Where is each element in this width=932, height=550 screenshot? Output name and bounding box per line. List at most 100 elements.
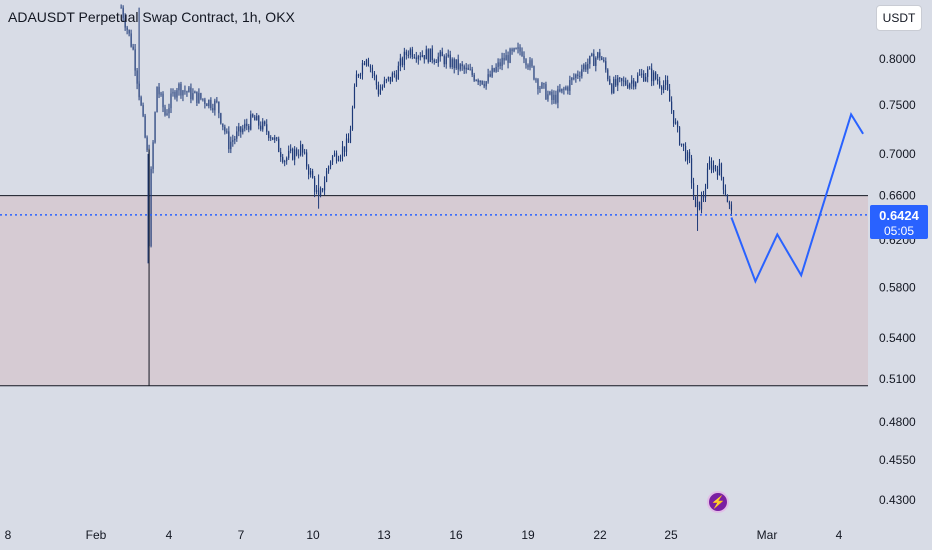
candle-body [587, 63, 589, 70]
candle-body [471, 69, 473, 75]
candle-body [595, 57, 597, 66]
candle-body [371, 67, 374, 74]
candle-body [435, 61, 437, 63]
candle-body [154, 112, 156, 143]
candle-body [533, 66, 535, 80]
candle-body [547, 94, 549, 100]
candle-body [222, 123, 224, 127]
candle-body [543, 83, 545, 85]
candle-body [479, 80, 481, 83]
candle-body [686, 152, 689, 161]
candle-body [409, 49, 411, 55]
candle-body [509, 49, 511, 63]
candle-body [499, 62, 501, 67]
candle-body [439, 51, 441, 57]
candle-body [158, 86, 160, 95]
candle-body [136, 70, 138, 84]
y-tick-label: 0.5400 [879, 331, 916, 345]
candle-body [146, 137, 148, 150]
candle-body [218, 101, 220, 114]
candle-body [130, 33, 132, 47]
candle-body [381, 86, 384, 90]
candle-body [367, 59, 370, 67]
candle-body [623, 80, 625, 82]
candle-body [208, 99, 210, 107]
candle-body [224, 126, 226, 132]
candle-body [529, 60, 531, 68]
candle-body [377, 85, 380, 95]
candle-body [631, 80, 633, 84]
candle-body [182, 90, 184, 96]
candle-body [443, 56, 445, 65]
candle-body [591, 53, 593, 56]
candle-body [573, 77, 575, 79]
candle-body [333, 153, 336, 157]
candle-body [521, 51, 523, 56]
candle-body [160, 93, 162, 95]
candle-body [455, 59, 457, 69]
candle-body [312, 170, 314, 179]
candle-body [579, 75, 581, 77]
candle-body [674, 121, 677, 124]
candle-body [493, 68, 495, 72]
candle-body [694, 196, 697, 208]
candle-body [692, 183, 695, 197]
candle-body [722, 177, 725, 190]
candle-body [669, 89, 671, 102]
candle-body [288, 150, 290, 158]
candle-body [178, 83, 180, 91]
candle-body [567, 87, 569, 91]
candle-body [248, 126, 250, 130]
candle-body [353, 86, 356, 108]
candle-body [379, 89, 382, 95]
candle-body [244, 123, 246, 129]
candle-body [389, 76, 391, 82]
candle-body [545, 84, 547, 100]
candle-body [166, 113, 168, 116]
candle-body [240, 126, 242, 133]
candle-body [663, 84, 665, 90]
candle-body [262, 121, 264, 130]
candle-body [373, 73, 376, 77]
candle-body [569, 80, 571, 91]
candle-body [659, 81, 661, 87]
candle-body [150, 169, 152, 247]
candle-body [234, 138, 236, 141]
candle-body [250, 114, 252, 130]
candle-body [329, 161, 332, 167]
currency-button[interactable]: USDT [876, 5, 922, 31]
candle-body [475, 80, 477, 82]
candle-body [357, 74, 360, 77]
candle-countdown: 05:05 [883, 224, 915, 238]
candle-body [184, 90, 186, 92]
candle-body [134, 49, 136, 71]
candle-body [365, 59, 368, 65]
candle-body [369, 66, 372, 68]
candle-body [535, 79, 537, 81]
y-tick-label: 0.5800 [879, 280, 916, 294]
candle-body [385, 79, 387, 81]
candle-body [252, 114, 254, 117]
y-tick-label: 0.4300 [879, 493, 916, 507]
candle-body [138, 83, 140, 98]
candle-body [730, 204, 733, 211]
candle-body [298, 154, 300, 156]
chart-title: ADAUSDT Perpetual Swap Contract, 1h, OKX [8, 9, 295, 25]
candle-body [577, 74, 579, 76]
candle-body [304, 152, 306, 154]
candle-body [174, 91, 176, 98]
candle-body [649, 68, 651, 70]
projection-line [730, 112, 864, 284]
candle-body [607, 69, 609, 80]
candle-body [228, 131, 230, 150]
last-price-badge: 0.6424 05:05 [870, 205, 928, 239]
candle-body [609, 79, 611, 85]
candle-body [517, 47, 519, 49]
candle-body [557, 89, 559, 103]
candle-body [204, 99, 206, 104]
candle-body [164, 107, 166, 116]
candle-body [214, 100, 216, 111]
lightning-icon[interactable]: ⚡ [707, 491, 729, 513]
x-tick-label: 16 [449, 528, 463, 542]
